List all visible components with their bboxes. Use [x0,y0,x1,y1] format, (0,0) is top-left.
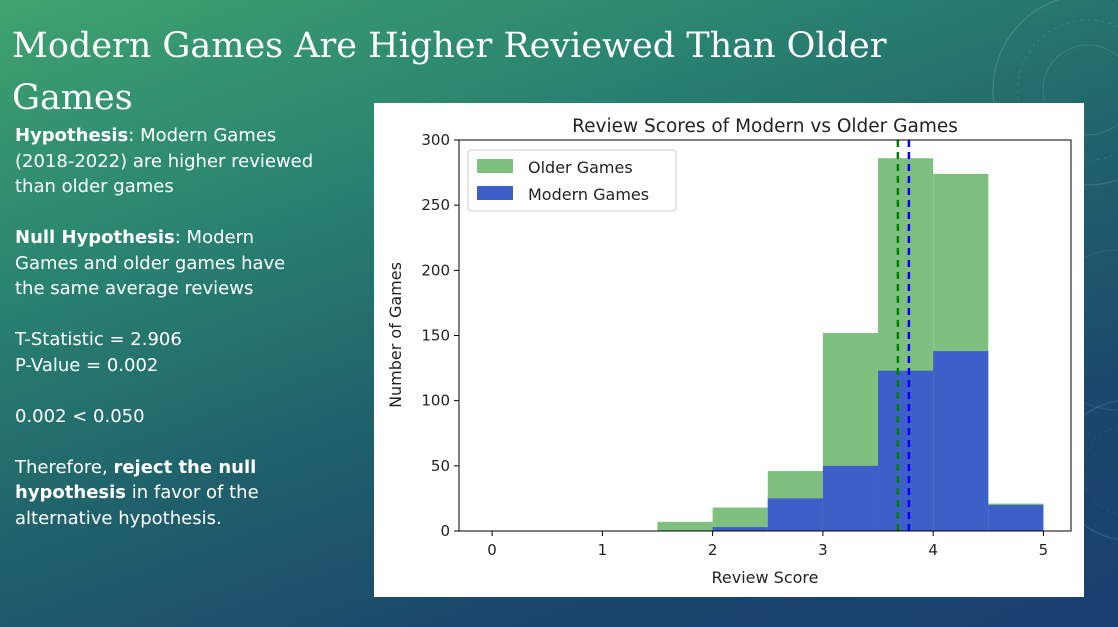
y-tick-label-250: 250 [421,196,450,214]
legend-label-older-games: Older Games [528,158,633,177]
y-tick-label-200: 200 [421,261,450,279]
hypothesis-paragraph: Hypothesis: Modern Games (2018-2022) are… [15,123,315,200]
y-axis-ticks: 0 50 100 150 200 250 300 [421,131,459,540]
bar-modern-games-1 [712,527,768,531]
bars [657,158,1044,531]
x-axis-label: Review Score [712,568,819,587]
mean-lines [896,140,911,531]
null-hypothesis-text: : Modern Games and older games have the … [15,227,286,299]
y-tick-label-0: 0 [440,522,450,540]
x-axis-ticks: 0 1 2 3 4 5 [487,531,1048,559]
hypothesis-text: : Modern Games (2018-2022) are higher re… [15,125,314,197]
conclusion-paragraph: Therefore, reject the null hypothesis in… [15,455,315,532]
bar-older-games-0 [657,521,713,531]
chart-title: Review Scores of Modern vs Older Games [572,116,958,137]
conclusion-bold: reject the null hypothesis [15,456,257,504]
legend-swatch-older-games [477,159,513,173]
chart-panel: Review Scores of Modern vs Older Games 0… [374,103,1084,597]
x-tick-label-1: 1 [598,541,608,559]
body-text: Hypothesis: Modern Games (2018-2022) are… [15,123,315,557]
y-tick-label-300: 300 [421,131,450,149]
bar-modern-games-5 [933,351,989,531]
bar-modern-games-4 [878,370,934,531]
bar-older-games-1 [712,507,768,531]
histogram-chart: Review Scores of Modern vs Older Games 0… [386,116,1072,587]
x-tick-label-3: 3 [818,541,828,559]
slide-title: Modern Games Are Higher Reviewed Than Ol… [12,26,887,118]
legend: Older Games Modern Games [467,149,677,212]
comparison-text: 0.002 < 0.050 [15,405,145,427]
p-value: P-Value = 0.002 [15,354,159,376]
y-axis-label: Number of Games [386,262,405,408]
x-tick-label-2: 2 [708,541,718,559]
t-statistic: T-Statistic = 2.906 [15,329,182,350]
conclusion-pre: Therefore, [15,456,114,478]
y-tick-label-100: 100 [421,392,450,410]
bar-modern-games-2 [767,498,823,531]
legend-label-modern-games: Modern Games [528,185,649,204]
hypothesis-label: Hypothesis [15,125,129,146]
null-hypothesis-paragraph: Null Hypothesis: Modern Games and older … [15,225,315,302]
null-hypothesis-label: Null Hypothesis [15,227,175,248]
y-tick-label-150: 150 [421,327,450,345]
bar-modern-games-6 [988,504,1044,531]
bar-modern-games-3 [822,465,879,531]
x-tick-label-0: 0 [487,541,497,559]
statistics-paragraph: T-Statistic = 2.906 P-Value = 0.002 [15,327,315,378]
legend-box [467,149,677,212]
x-tick-label-5: 5 [1039,541,1049,559]
conclusion-post: in favor of the alternative hypothesis. [15,482,259,529]
x-tick-label-4: 4 [928,541,938,559]
y-tick-label-50: 50 [431,457,450,475]
legend-swatch-modern-games [477,186,513,200]
